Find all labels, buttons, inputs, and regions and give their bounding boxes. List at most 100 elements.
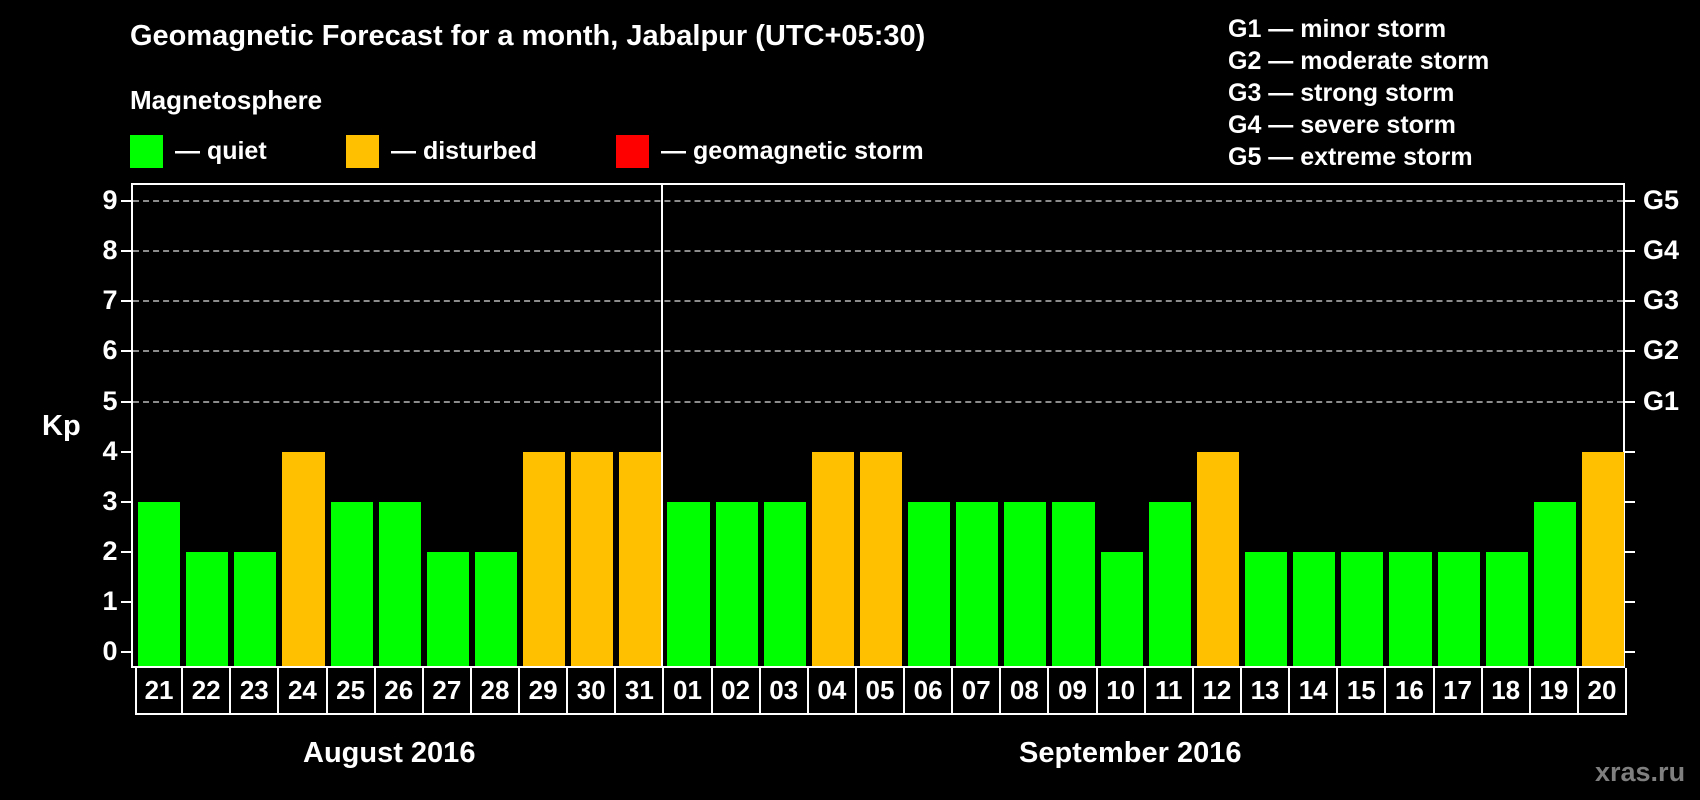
plot-area <box>131 183 1625 667</box>
right-tick <box>1625 600 1635 603</box>
bar-08 <box>1004 501 1047 666</box>
day-label-15: 15 <box>1336 668 1387 715</box>
gridline-9 <box>133 200 1623 203</box>
bar-11 <box>1148 501 1191 666</box>
day-label-27: 27 <box>421 668 472 715</box>
y-tick-label: 2 <box>102 535 118 566</box>
month-label-september: September 2016 <box>1019 737 1242 769</box>
legend-disturbed: — disturbed <box>346 134 537 168</box>
bar-28 <box>474 551 518 666</box>
day-label-24: 24 <box>277 668 328 715</box>
y-tick <box>121 651 131 653</box>
bar-17 <box>1437 551 1480 666</box>
day-label-10: 10 <box>1095 668 1146 715</box>
y-tick-label: 4 <box>102 435 118 466</box>
gridline-7 <box>133 300 1623 303</box>
y-tick <box>121 450 131 453</box>
bar-25 <box>330 501 373 666</box>
legend-storm-label: — geomagnetic storm <box>661 136 924 165</box>
storm-scale-g4: G4 — severe storm <box>1228 111 1456 139</box>
bar-06 <box>908 501 951 666</box>
bar-31 <box>619 451 662 666</box>
storm-scale-g1: G1 — minor storm <box>1228 15 1447 43</box>
y-tick <box>121 550 131 553</box>
bar-20 <box>1581 451 1625 666</box>
bar-02 <box>715 501 758 666</box>
right-tick <box>1625 400 1635 403</box>
x-axis-line <box>131 666 1625 668</box>
storm-swatch-icon <box>616 134 649 168</box>
storm-scale-list: G1 — minor storm G2 — moderate storm G3 … <box>1228 13 1489 173</box>
day-label-28: 28 <box>469 668 521 715</box>
g-scale-label-g1: G1 <box>1643 385 1680 416</box>
bar-21 <box>138 501 181 666</box>
bar-07 <box>956 501 999 666</box>
y-tick <box>121 200 131 203</box>
day-label-01: 01 <box>662 668 713 715</box>
right-tick <box>1625 350 1635 353</box>
storm-scale-g5: G5 — extreme storm <box>1228 143 1473 171</box>
y-tick <box>121 400 131 403</box>
y-tick <box>121 250 131 253</box>
gridline-6 <box>133 350 1623 353</box>
legend-quiet: — quiet <box>130 134 267 168</box>
right-tick <box>1625 250 1635 253</box>
disturbed-swatch-icon <box>346 134 379 168</box>
y-tick-label: 7 <box>102 285 118 316</box>
legend-quiet-label: — quiet <box>175 136 267 165</box>
y-tick-label: 1 <box>102 585 118 616</box>
g-scale-label-g5: G5 <box>1643 185 1680 216</box>
bar-26 <box>378 501 421 666</box>
day-label-14: 14 <box>1288 668 1339 715</box>
day-label-21: 21 <box>135 668 184 715</box>
y-tick-label: 3 <box>102 485 118 516</box>
day-label-26: 26 <box>373 668 424 715</box>
day-label-02: 02 <box>710 668 761 715</box>
right-tick <box>1625 450 1635 453</box>
right-tick <box>1625 651 1635 653</box>
day-label-16: 16 <box>1384 668 1435 715</box>
bar-15 <box>1341 551 1384 666</box>
bar-19 <box>1533 501 1576 666</box>
legend-storm: — geomagnetic storm <box>616 134 924 168</box>
bar-24 <box>282 451 325 666</box>
bar-22 <box>186 551 229 666</box>
day-label-06: 06 <box>903 668 954 715</box>
day-label-11: 11 <box>1143 668 1194 715</box>
y-tick-label: 6 <box>102 335 118 366</box>
g-scale-label-g4: G4 <box>1643 235 1680 266</box>
day-label-05: 05 <box>854 668 906 715</box>
legend-disturbed-label: — disturbed <box>391 136 537 165</box>
y-tick-label: 8 <box>102 235 118 266</box>
bar-18 <box>1485 551 1528 666</box>
bar-13 <box>1244 551 1288 666</box>
day-label-04: 04 <box>806 668 857 715</box>
day-label-30: 30 <box>566 668 617 715</box>
month-label-august: August 2016 <box>303 737 476 769</box>
day-label-07: 07 <box>951 668 1002 715</box>
day-label-22: 22 <box>181 668 232 715</box>
g-scale-label-g2: G2 <box>1643 335 1680 366</box>
y-tick-label: 5 <box>102 385 118 416</box>
day-label-08: 08 <box>999 668 1050 715</box>
right-tick <box>1625 200 1635 203</box>
day-label-25: 25 <box>325 668 376 715</box>
gridline-5 <box>133 400 1623 403</box>
bar-01 <box>667 501 710 666</box>
bar-30 <box>571 451 614 666</box>
day-label-18: 18 <box>1480 668 1531 715</box>
y-tick <box>121 300 131 303</box>
bar-03 <box>763 501 806 666</box>
day-label-12: 12 <box>1191 668 1242 715</box>
day-label-09: 09 <box>1047 668 1098 715</box>
quiet-swatch-icon <box>130 134 163 168</box>
day-label-13: 13 <box>1239 668 1291 715</box>
bar-12 <box>1196 451 1239 666</box>
bar-09 <box>1052 501 1095 666</box>
right-tick <box>1625 300 1635 303</box>
g-scale-label-g3: G3 <box>1643 285 1680 316</box>
bar-04 <box>811 451 854 666</box>
day-label-31: 31 <box>614 668 665 715</box>
bar-23 <box>234 551 277 666</box>
y-tick-label: 9 <box>102 185 118 216</box>
